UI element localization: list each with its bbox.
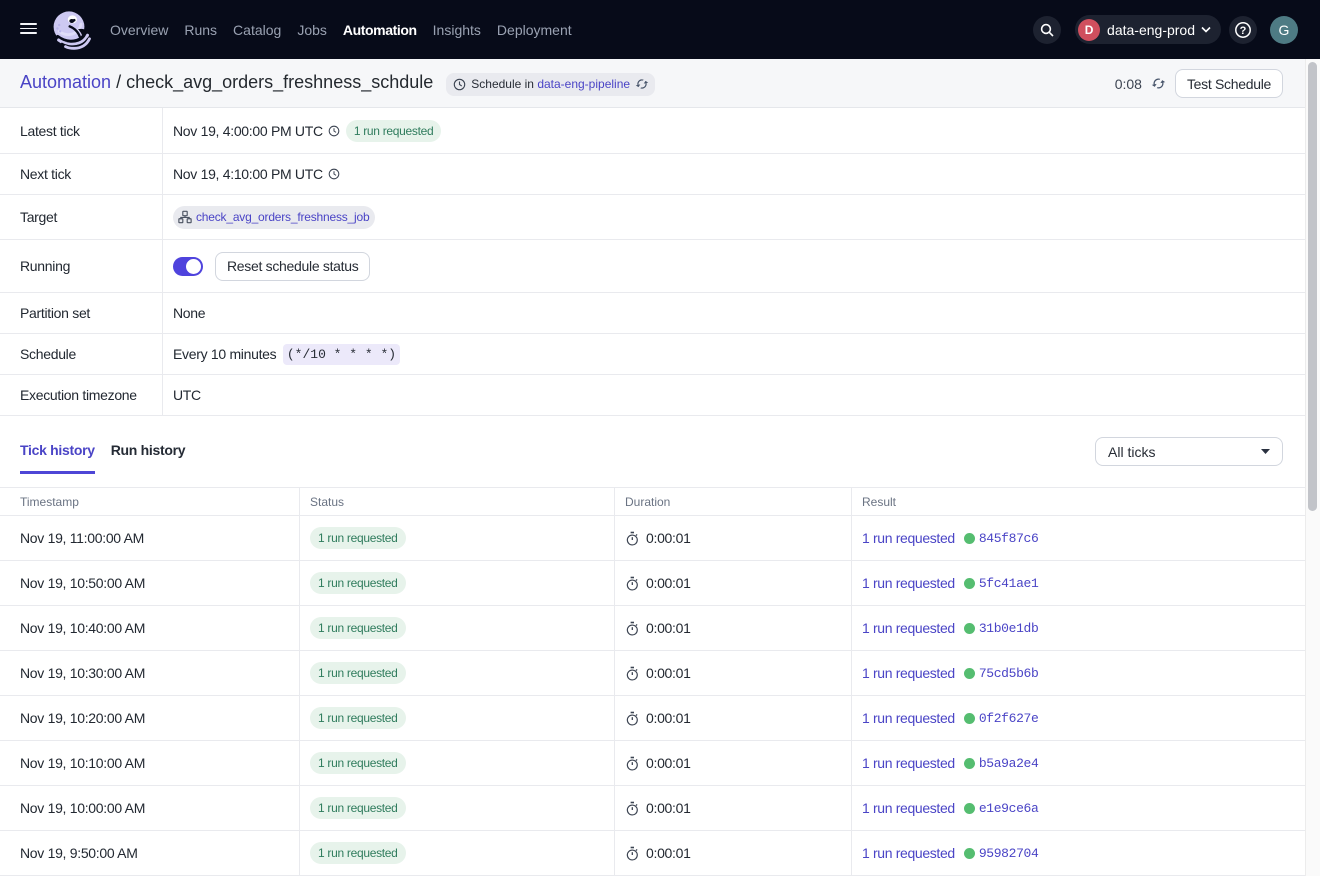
svg-text:?: ? [1240,25,1247,37]
